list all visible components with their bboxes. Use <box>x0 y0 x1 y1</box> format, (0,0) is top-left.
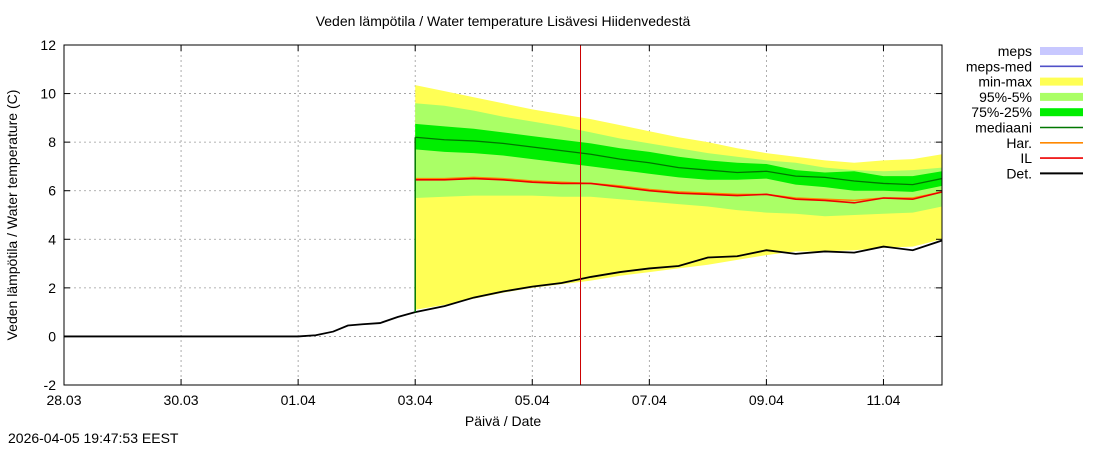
y-axis-label: Veden lämpötila / Water temperature (C) <box>4 90 20 341</box>
legend-label-median: mediaani <box>975 120 1032 136</box>
series-line-har <box>415 176 942 202</box>
y-tick-label: 10 <box>40 86 56 102</box>
y-tick-label: 6 <box>48 183 56 199</box>
y-tick-label: 4 <box>48 231 56 247</box>
legend-label-har: Har. <box>1006 135 1032 151</box>
line-layer <box>64 136 942 338</box>
x-tick-label: 05.04 <box>515 392 550 408</box>
legend-label-minmax: min-max <box>978 74 1032 90</box>
legend-swatch-minmax <box>1040 77 1083 86</box>
legend-label-meps: meps <box>998 43 1032 59</box>
legend-label-p95_5: 95%-5% <box>979 89 1032 105</box>
x-tick-label: 07.04 <box>632 392 667 408</box>
band-layer <box>415 85 942 310</box>
y-tick-label: 0 <box>48 328 56 344</box>
x-tick-label: 09.04 <box>749 392 784 408</box>
legend-label-il: IL <box>1020 150 1032 166</box>
legend-swatch-p95_5 <box>1040 92 1083 101</box>
legend-swatch-meps <box>1040 47 1083 55</box>
x-tick-label: 01.04 <box>281 392 316 408</box>
y-tick-label: 8 <box>48 134 56 150</box>
legend-label-det: Det. <box>1006 165 1032 181</box>
chart-title: Veden lämpötila / Water temperature Lisä… <box>316 13 691 29</box>
y-axis: -2 0 2 4 6 8 10 12 <box>40 37 942 393</box>
legend-label-p75_25: 75%-25% <box>971 104 1032 120</box>
x-axis: 28.03 30.03 01.04 03.04 05.04 07.04 09.04 11.04 <box>46 45 901 408</box>
y-tick-label: 2 <box>48 280 56 296</box>
legend-swatch-p75_25 <box>1040 108 1083 117</box>
x-tick-label: 28.03 <box>46 392 81 408</box>
timestamp: 2026-04-05 19:47:53 EEST <box>8 430 179 446</box>
legend: mepsmeps-medmin-max95%-5%75%-25%mediaani… <box>966 43 1083 181</box>
band-75-25 <box>415 123 942 192</box>
series-line-il <box>415 177 942 204</box>
x-axis-label: Päivä / Date <box>465 413 541 429</box>
x-tick-label: 30.03 <box>164 392 199 408</box>
series-line-det <box>64 239 942 338</box>
plot-frame <box>63 44 943 386</box>
x-tick-label: 11.04 <box>866 392 900 408</box>
x-tick-label: 03.04 <box>398 392 433 408</box>
legend-label-meps_med: meps-med <box>966 58 1032 74</box>
series-line-median <box>415 136 942 186</box>
y-tick-label: 12 <box>40 37 56 53</box>
y-tick-label: -2 <box>44 377 57 393</box>
